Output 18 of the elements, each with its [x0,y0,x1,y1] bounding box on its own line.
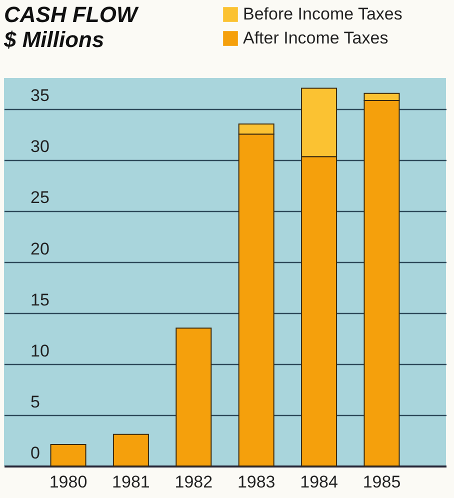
x-tick-label: 1980 [49,472,88,492]
y-tick-label: 20 [30,239,50,258]
x-tick-label: 1985 [362,472,401,492]
chart-subtitle: $ Millions [3,27,104,52]
legend-label: Before Income Taxes [243,4,402,24]
y-tick-label: 10 [30,341,50,360]
y-tick-label: 30 [30,137,50,156]
legend-label: After Income Taxes [243,28,388,48]
y-tick-label: 0 [30,444,40,462]
x-tick-label: 1984 [300,472,338,492]
chart-title: CASH FLOW [4,2,140,27]
x-tick-label: 1981 [112,472,150,492]
y-tick-label: 15 [30,290,50,310]
y-tick-label: 5 [30,392,40,412]
y-tick-label: 25 [30,188,50,208]
x-tick-label: 1982 [174,472,213,492]
y-tick-label: 35 [30,86,50,106]
x-tick-label: 1983 [237,472,276,492]
